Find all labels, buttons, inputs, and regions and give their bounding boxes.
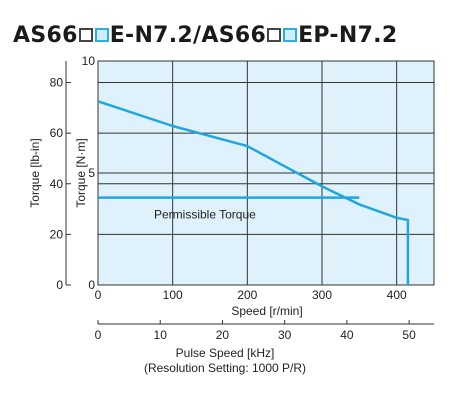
permissible-torque-label: Permissible Torque <box>154 208 256 222</box>
title-text-1: AS66 <box>13 22 78 48</box>
x-tick-label: 200 <box>237 288 257 302</box>
x-tick-label: 300 <box>312 288 332 302</box>
x-tick-label: 100 <box>163 288 183 302</box>
x-axis-label: Speed [r/min] <box>231 304 302 318</box>
pulse-tick-label: 40 <box>340 328 354 342</box>
y-inner-axis-label: Torque [N·m] <box>74 138 88 207</box>
blue-box-icon <box>94 28 109 42</box>
torque-curve <box>97 100 410 285</box>
y-left-tick-label: 60 <box>50 126 64 140</box>
pulse-tick-label: 0 <box>95 328 102 342</box>
y-left-axis-label: Torque [lb-in] <box>28 138 42 207</box>
x-tick-label: 400 <box>387 288 407 302</box>
resolution-note: (Resolution Setting: 1000 P/R) <box>143 361 307 375</box>
pulse-tick-label: 20 <box>216 328 230 342</box>
y-inner-tick-label: 0 <box>88 278 95 292</box>
pulse-tick-label: 30 <box>278 328 292 342</box>
x-tick-label: 0 <box>95 288 102 302</box>
chart-title: AS66 E-N7.2/AS66 EP-N7.2 <box>13 18 397 52</box>
y-inner-tick-label: 5 <box>88 166 95 180</box>
title-text-2: E-N7.2/AS66 <box>109 22 267 48</box>
title-text-3: EP-N7.2 <box>298 22 398 48</box>
blue-box-icon <box>283 28 298 42</box>
y-left-tick-label: 40 <box>50 177 64 191</box>
pulse-tick-label: 10 <box>154 328 168 342</box>
pulse-tick-label: 50 <box>402 328 416 342</box>
blank-box-icon <box>78 28 93 42</box>
blank-box-icon <box>267 28 282 42</box>
y-left-tick-label: 80 <box>50 76 64 90</box>
y-left-tick-label: 0 <box>56 278 63 292</box>
y-inner-tick-label: 10 <box>82 54 96 68</box>
pulse-speed-label: Pulse Speed [kHz] <box>175 346 275 360</box>
plot-border <box>97 60 435 286</box>
y-left-tick-label: 20 <box>50 227 64 241</box>
